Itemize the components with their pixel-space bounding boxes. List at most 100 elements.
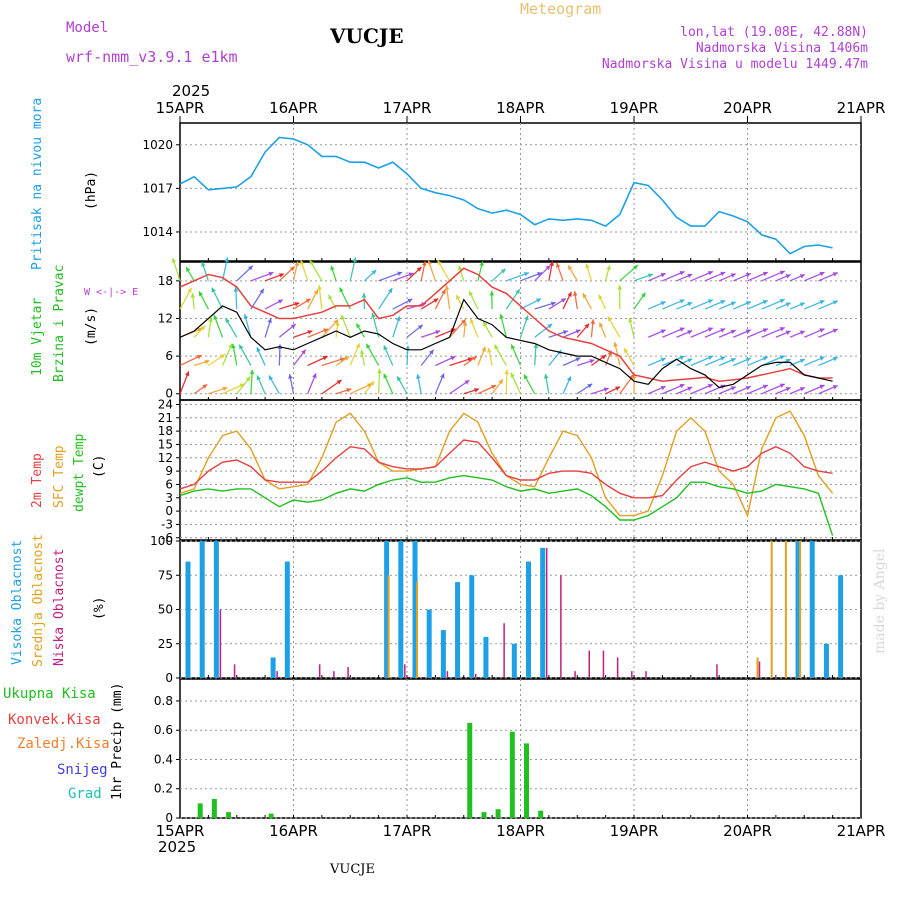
cloud-high-bar bbox=[838, 575, 844, 678]
temp-y-label: 6 bbox=[165, 477, 173, 491]
wind-arrow-head bbox=[460, 319, 466, 325]
wind-arrow-head bbox=[441, 289, 446, 295]
wind-arrow-head bbox=[307, 329, 313, 335]
cloud-high-bar bbox=[426, 609, 432, 678]
wind-arrow-head bbox=[510, 344, 516, 350]
wind-arrow-head bbox=[336, 380, 342, 385]
precip-bar bbox=[197, 803, 203, 818]
wind-arrow-head bbox=[779, 270, 785, 275]
wind-arrow-head bbox=[202, 384, 208, 389]
wind-arrow-head bbox=[819, 328, 825, 333]
wind-arrow-head bbox=[387, 288, 393, 294]
wind-arrow-head bbox=[549, 261, 555, 266]
wind-arrow-head bbox=[679, 299, 685, 304]
wind-arrow-head bbox=[832, 272, 838, 277]
precip-bar bbox=[481, 812, 487, 818]
wind-arrow-head bbox=[819, 299, 825, 305]
model-name: wrf-nmm_v3.9.1 e1km bbox=[66, 48, 238, 66]
wind-arrow-head bbox=[457, 265, 463, 271]
cloud-low-bar bbox=[631, 671, 633, 678]
wind-compass: W <-|-> E bbox=[84, 287, 139, 298]
wind-arrows-group bbox=[171, 257, 839, 395]
wind-arrow-head bbox=[543, 374, 549, 379]
wind-arrow-head bbox=[660, 357, 666, 363]
wind-arrow-head bbox=[467, 357, 473, 362]
pressure-y-label: 1020 bbox=[142, 138, 173, 152]
wind-arrow-head bbox=[572, 291, 578, 296]
cloud-low-bar bbox=[404, 664, 406, 678]
wind-arrow-head bbox=[562, 330, 568, 335]
wind-arrow-head bbox=[433, 298, 439, 303]
wind-arrow-head bbox=[464, 380, 470, 385]
wind-arrow-head bbox=[312, 373, 317, 379]
wind-arrow-head bbox=[566, 376, 572, 382]
wind-arrow-head bbox=[584, 323, 590, 329]
time-label-bottom: 17APR bbox=[383, 822, 432, 840]
wind-arrow-head bbox=[779, 327, 785, 332]
time-label-top: 18APR bbox=[496, 99, 545, 117]
temp-y-label: 12 bbox=[158, 451, 173, 465]
wind-arrow-head bbox=[832, 300, 838, 305]
wind-arrow-head bbox=[730, 329, 736, 335]
wind-arrow-head bbox=[707, 270, 713, 276]
cloud-high-bar bbox=[270, 657, 276, 678]
wind-arrow-head bbox=[720, 299, 726, 305]
wind-arrow-head bbox=[256, 347, 261, 353]
wind-arrow-head bbox=[356, 323, 361, 329]
cloud-high-bar bbox=[823, 643, 829, 678]
cloud-low-bar bbox=[475, 673, 477, 678]
wind-arrow-head bbox=[468, 291, 474, 297]
wind-arrow-head bbox=[309, 260, 315, 266]
wind-arrow-head bbox=[198, 291, 204, 297]
wind-arrow-head bbox=[256, 375, 262, 381]
wind-arrow-head bbox=[277, 299, 283, 304]
wind-arrow-head bbox=[456, 294, 461, 300]
wind-arrow-head bbox=[615, 386, 621, 391]
wind-arrow-head bbox=[355, 343, 360, 349]
wind-arrow-head bbox=[407, 298, 413, 304]
wind-arrow-head bbox=[421, 261, 427, 266]
wind-arrow-head bbox=[499, 313, 504, 319]
wind-arrow-head bbox=[762, 299, 768, 305]
wind-arrow-head bbox=[397, 271, 403, 276]
wind-arrow-head bbox=[707, 355, 713, 361]
time-label-top: 16APR bbox=[269, 99, 318, 117]
wind-arrow-head bbox=[245, 376, 251, 382]
wind-arrow-head bbox=[330, 265, 335, 271]
wind-arrow-head bbox=[745, 357, 751, 363]
lonlat-label: lon,lat (19.08E, 42.88N) bbox=[680, 25, 868, 40]
wind-arrow-head bbox=[366, 343, 371, 349]
wind-arrow-head bbox=[383, 373, 388, 379]
wind-arrow-head bbox=[687, 301, 693, 307]
wind-arrow-head bbox=[224, 257, 229, 263]
wind-arrow-head bbox=[239, 344, 244, 350]
wind-arrow-head bbox=[575, 329, 581, 334]
wind-gust-line bbox=[179, 267, 833, 382]
temp-y-label: 15 bbox=[158, 437, 173, 451]
temp-y-label: -3 bbox=[161, 517, 173, 531]
wind-arrow-head bbox=[346, 387, 352, 393]
time-label-top: 15APR bbox=[156, 99, 205, 117]
wind-arrow-head bbox=[537, 271, 542, 277]
temp-y-label: 24 bbox=[158, 397, 173, 411]
cloud-high-bar bbox=[511, 643, 517, 678]
wind-arrow-head bbox=[494, 344, 499, 350]
cloud-low-bar bbox=[758, 661, 761, 678]
cloud-low-bar bbox=[503, 623, 505, 678]
wind-arrow-head bbox=[335, 321, 340, 327]
wind-arrow-head bbox=[779, 298, 785, 304]
wind-arrow-head bbox=[197, 327, 203, 333]
wind-arrow-head bbox=[299, 259, 305, 265]
wind-arrow-head bbox=[687, 330, 693, 335]
temp-dew-line bbox=[179, 474, 834, 536]
wind-arrow-head bbox=[479, 261, 484, 267]
wind-arrow-head bbox=[228, 343, 233, 349]
footer-station: VUCJE bbox=[330, 862, 375, 877]
wind-arrow-head bbox=[762, 384, 768, 390]
meteogram-title: Meteogram bbox=[520, 0, 602, 18]
wind-arrow-head bbox=[799, 386, 805, 392]
temp-sfc-line bbox=[179, 410, 834, 518]
wind-arrow-head bbox=[587, 383, 593, 389]
cloud-high-bar bbox=[469, 575, 475, 678]
